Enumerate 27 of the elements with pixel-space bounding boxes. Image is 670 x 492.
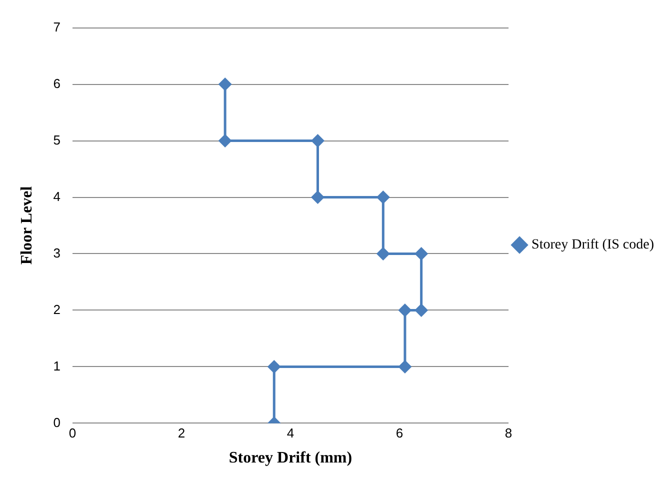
point (218, 78, 232, 91)
point (268, 360, 280, 373)
point (398, 360, 412, 373)
x-tick-label: 0 (68, 426, 76, 441)
y-tick-label: 1 (53, 358, 60, 374)
x-tick-label: 2 (178, 426, 186, 441)
point (376, 191, 390, 204)
legend-label: Storey Drift (IS code) (532, 238, 654, 253)
y-tick-label: 6 (53, 76, 60, 91)
point (311, 134, 324, 148)
x-axis-title: Storey Drift (mm) (228, 450, 352, 467)
x-tick-label: 6 (396, 426, 404, 441)
x-tick-label: 8 (504, 426, 512, 441)
y-tick-label: 2 (53, 302, 60, 317)
x-tick-label: 4 (286, 426, 294, 441)
point (415, 304, 428, 316)
y-tick-label: 5 (53, 132, 60, 148)
point (311, 191, 324, 204)
y-tick-label: 4 (53, 188, 60, 204)
y-axis-title: Floor Level (18, 186, 36, 265)
point (415, 247, 428, 260)
y-tick-label: 0 (53, 414, 60, 430)
y-tick-label: 3 (53, 245, 60, 260)
point (398, 304, 412, 316)
point (376, 247, 390, 260)
y-tick-label: 7 (53, 19, 60, 34)
point (218, 134, 232, 148)
